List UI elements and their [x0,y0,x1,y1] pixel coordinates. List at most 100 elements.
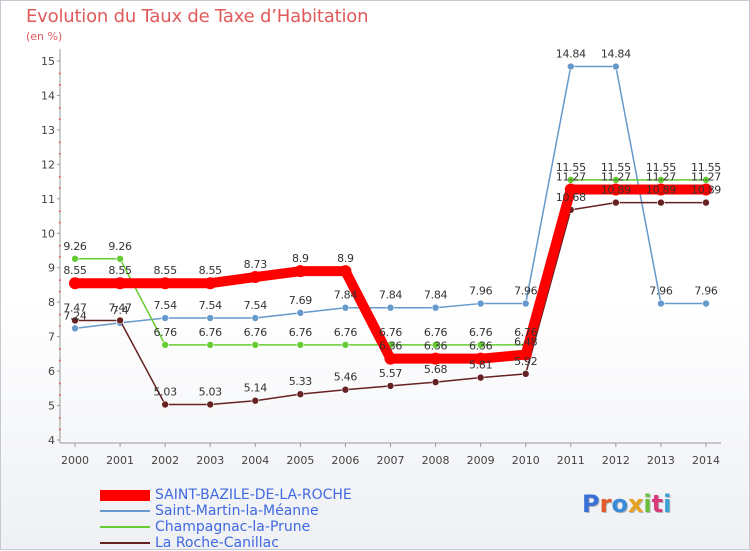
legend-label: SAINT-BAZILE-DE-LA-ROCHE [155,487,352,503]
y-minor-mark [59,382,61,385]
data-label-2: 6.76 [514,326,538,339]
y-tick-label: 5 [48,400,55,413]
data-label-2: 6.76 [424,326,448,339]
data-label-3: 5.68 [424,363,448,376]
y-minor-mark [59,72,61,75]
y-tick-label: 10 [41,227,55,240]
legend-swatch [100,489,150,501]
data-point-1 [251,314,260,322]
x-tick-label: 2010 [512,454,540,467]
data-point-1 [476,299,485,308]
data-label-3: 7.47 [63,301,87,314]
data-point-2 [251,341,260,349]
data-label-1: 7.54 [153,299,177,312]
y-tick-label: 13 [41,124,55,137]
y-minor-mark [59,290,61,293]
data-label-2: 11.55 [691,161,721,174]
data-point-2 [296,341,305,349]
y-tick-label: 6 [48,365,55,378]
data-label-0: 8.55 [108,264,132,277]
data-label-2: 9.26 [108,240,132,253]
data-label-1: 7.24 [63,309,87,322]
data-label-0: 8.9 [292,252,309,265]
data-point-2 [341,341,350,349]
data-point-1 [431,303,440,312]
data-label-3: 10.68 [556,191,586,204]
legend-label: Champagnac-la-Prune [155,519,311,535]
data-point-3 [476,373,485,382]
data-point-2 [206,341,215,349]
proxiti-logo: Proxiti [582,490,672,518]
y-tick-label: 11 [41,193,55,206]
legend-label: Saint-Martin-la-Méanne [155,503,319,519]
y-minor-mark [59,394,61,396]
x-tick-label: 2001 [106,454,134,467]
data-point-3 [431,378,440,386]
data-label-3: 5.33 [289,375,313,388]
y-minor-mark [59,118,61,121]
data-point-2 [702,176,710,184]
data-label-3: 10.89 [646,184,676,197]
data-point-3 [116,316,124,325]
x-tick-label: 2003 [196,454,224,467]
data-label-2: 11.55 [556,161,586,174]
data-point-0 [339,265,352,278]
x-tick-label: 2004 [241,454,269,467]
data-point-0 [159,277,172,290]
x-tick-label: 2011 [557,454,585,467]
data-point-0 [519,348,532,361]
y-tick-label: 7 [48,331,55,344]
x-tick-label: 2013 [647,454,675,467]
data-label-1: 7.84 [334,289,358,302]
y-minor-mark [59,359,61,362]
data-point-1 [161,314,169,322]
data-point-2 [566,176,575,184]
data-label-3: 7.47 [108,301,132,314]
data-point-1 [566,62,575,71]
data-point-1 [341,303,350,312]
data-point-1 [71,324,79,333]
legend-swatch [100,526,150,528]
data-label-3: 5.81 [469,359,492,372]
data-point-2 [657,176,665,184]
y-minor-mark [59,176,61,178]
chart-title: Evolution du Taux de Taxe d’Habitation [26,6,369,27]
y-minor-mark [59,152,61,155]
data-label-3: 10.89 [691,184,721,197]
y-minor-mark [59,221,61,224]
data-label-1: 7.4 [112,304,129,317]
data-point-1 [612,62,620,71]
data-point-0 [114,277,127,290]
x-tick-label: 2009 [467,454,495,467]
data-point-0 [564,183,577,196]
data-label-0: 8.55 [153,264,177,277]
data-point-0 [609,183,622,196]
data-label-2: 11.55 [601,161,631,174]
data-label-0: 8.55 [63,264,87,277]
data-label-0: 8.55 [199,264,223,277]
y-minor-mark [59,141,61,144]
data-label-3: 5.03 [199,386,223,399]
data-point-2 [431,341,440,349]
data-label-3: 5.03 [153,386,177,399]
data-label-2: 6.76 [289,326,313,339]
y-tick-label: 8 [48,296,55,309]
data-label-0: 6.36 [469,340,493,353]
y-minor-mark [59,325,61,327]
data-label-2: 11.55 [646,161,676,174]
data-point-3 [657,198,665,207]
x-tick-label: 2000 [61,454,89,467]
y-minor-mark [59,244,61,247]
data-label-0: 8.9 [337,252,354,265]
data-label-1: 7.96 [694,285,718,298]
data-label-0: 11.27 [691,171,721,184]
data-point-3 [521,370,530,378]
data-label-3: 10.89 [601,184,631,197]
data-label-1: 7.54 [199,299,223,312]
y-minor-mark [59,210,61,213]
data-label-0: 6.36 [379,340,403,353]
data-point-3 [386,382,395,390]
data-label-0: 11.27 [646,171,676,184]
data-point-2 [71,254,79,263]
